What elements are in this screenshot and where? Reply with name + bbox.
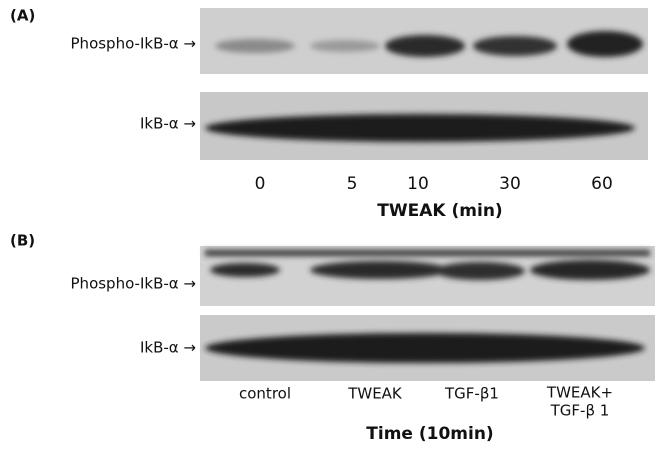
axis-title: Time (10min) [366,424,493,444]
lane-label: TGF-β 1 [550,402,610,420]
lane-label: 5 [347,174,358,194]
bands [205,333,645,363]
panel-label: (A) [10,7,35,25]
bands [205,114,635,142]
lane-label: TGF-β1 [444,385,499,403]
lane-label: TWEAK [347,385,403,403]
lane-label: 0 [255,174,266,194]
bands [215,31,643,57]
bands [205,250,650,280]
blot-label: Phospho-IkB-α → [71,35,196,53]
lane-label: control [239,385,291,403]
lane-label: 60 [591,174,613,194]
lane-label: 30 [499,174,521,194]
lane-label: 10 [407,174,429,194]
blot-label: IkB-α → [140,339,196,357]
blot-label: Phospho-IkB-α → [71,275,196,293]
panel-label: (B) [10,232,35,250]
lane-label: TWEAK+ [546,384,613,402]
axis-title: TWEAK (min) [377,201,502,221]
blot-label: IkB-α → [140,115,196,133]
